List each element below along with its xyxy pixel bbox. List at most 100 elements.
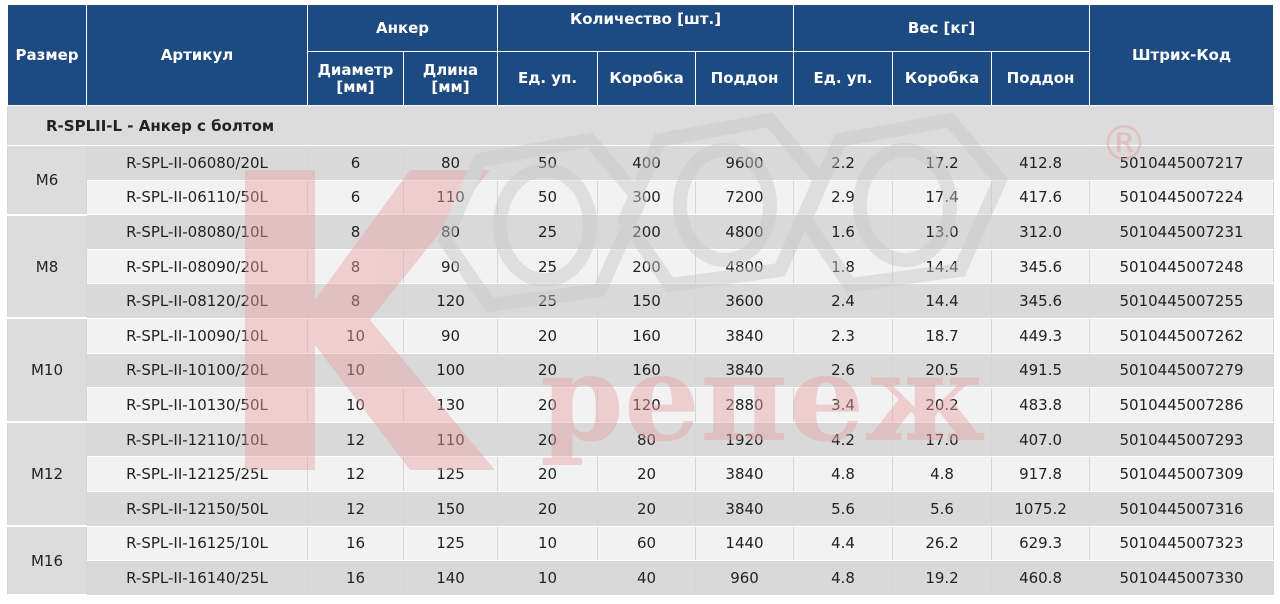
table-header: Размер Артикул Анкер Количество [шт.] Ве… (7, 4, 1275, 106)
product-table: Размер Артикул Анкер Количество [шт.] Ве… (6, 4, 1275, 597)
weight-unit-pack-cell: 1.6 (793, 214, 894, 250)
article-cell: R-SPL-II-12125/25L (86, 456, 308, 492)
article-cell: R-SPL-II-08090/20L (86, 249, 308, 285)
length-cell: 125 (402, 456, 499, 492)
header-qty-unit-pack: Ед. уп. (497, 51, 599, 106)
weight-pallet-cell: 417.6 (991, 180, 1091, 216)
qty-unit-pack-cell: 20 (497, 456, 599, 492)
diameter-cell: 6 (307, 180, 404, 216)
barcode-cell: 5010445007323 (1089, 526, 1275, 562)
qty-unit-pack-cell: 50 (497, 180, 599, 216)
header-weight: Вес [кг] (793, 4, 1091, 52)
weight-box-cell: 4.8 (892, 456, 993, 492)
barcode-cell: 5010445007316 (1089, 491, 1275, 527)
barcode-cell: 5010445007309 (1089, 456, 1275, 492)
weight-unit-pack-cell: 1.8 (793, 249, 894, 285)
size-cell: M10 (7, 318, 87, 424)
weight-box-cell: 5.6 (892, 491, 993, 527)
qty-box-cell: 20 (597, 491, 697, 527)
table-row: M10 R-SPL-II-10090/10L 10 90 20 160 3840 2.3 18.… (7, 318, 1275, 424)
weight-box-cell: 20.5 (892, 353, 993, 389)
weight-box-cell: 17.4 (892, 180, 993, 216)
qty-pallet-cell: 3600 (695, 283, 795, 319)
qty-pallet-cell: 2880 (695, 387, 795, 423)
weight-pallet-cell: 345.6 (991, 283, 1091, 319)
table-row: M16 R-SPL-II-16125/10L 16 125 10 60 1440 4.4 26.… (7, 526, 1275, 597)
weight-unit-pack-cell: 4.2 (793, 422, 894, 458)
weight-unit-pack-cell: 3.4 (793, 387, 894, 423)
weight-pallet-cell: 449.3 (991, 318, 1091, 354)
qty-pallet-cell: 4800 (695, 249, 795, 285)
weight-box-cell: 26.2 (892, 526, 993, 562)
header-barcode: Штрих-Код (1089, 4, 1275, 106)
weight-unit-pack-cell: 4.8 (793, 456, 894, 492)
length-cell: 90 (402, 318, 499, 354)
qty-pallet-cell: 3840 (695, 491, 795, 527)
barcode-cell: 5010445007217 (1089, 145, 1275, 181)
weight-unit-pack-cell: 2.4 (793, 283, 894, 319)
header-weight-box: Коробка (892, 51, 993, 106)
weight-pallet-cell: 312.0 (991, 214, 1091, 250)
weight-unit-pack-cell: 4.4 (793, 526, 894, 562)
table-row: R-SPL-II-08090/20L 8 90 25 200 4800 1.8 14.4 345… (8, 249, 1275, 285)
header-qty-pallet: Поддон (695, 51, 795, 106)
qty-unit-pack-cell: 20 (497, 491, 599, 527)
size-cell: M12 (7, 422, 87, 528)
article-cell: R-SPL-II-08120/20L (86, 283, 308, 319)
header-length: Длина [мм] (402, 51, 499, 106)
qty-pallet-cell: 4800 (695, 214, 795, 250)
weight-box-cell: 13.0 (892, 214, 993, 250)
qty-box-cell: 300 (597, 180, 697, 216)
weight-box-cell: 17.0 (892, 422, 993, 458)
diameter-cell: 6 (307, 145, 404, 181)
qty-box-cell: 400 (597, 145, 697, 181)
section-title: R-SPLII-L - Анкер с болтом (6, 105, 1275, 146)
weight-box-cell: 19.2 (892, 560, 993, 596)
article-cell: R-SPL-II-16140/25L (86, 560, 308, 596)
qty-box-cell: 160 (597, 353, 697, 389)
qty-box-cell: 20 (597, 456, 697, 492)
barcode-cell: 5010445007231 (1089, 214, 1275, 250)
article-cell: R-SPL-II-12150/50L (86, 491, 308, 527)
qty-unit-pack-cell: 50 (497, 145, 599, 181)
length-cell: 125 (402, 526, 499, 562)
table-row: R-SPL-II-10100/20L 10 100 20 160 3840 2.6 20.5 4… (8, 353, 1275, 389)
qty-unit-pack-cell: 25 (497, 214, 599, 250)
article-cell: R-SPL-II-08080/10L (86, 214, 308, 250)
length-cell: 110 (402, 180, 499, 216)
barcode-cell: 5010445007293 (1089, 422, 1275, 458)
diameter-cell: 8 (307, 249, 404, 285)
barcode-cell: 5010445007330 (1089, 560, 1275, 596)
header-quantity: Количество [шт.] (497, 4, 795, 52)
length-cell: 130 (402, 387, 499, 423)
qty-unit-pack-cell: 20 (497, 318, 599, 354)
weight-unit-pack-cell: 5.6 (793, 491, 894, 527)
header-qty-box: Коробка (597, 51, 697, 106)
qty-pallet-cell: 3840 (695, 318, 795, 354)
diameter-cell: 12 (307, 456, 404, 492)
qty-unit-pack-cell: 20 (497, 422, 599, 458)
diameter-cell: 10 (307, 387, 404, 423)
length-cell: 80 (402, 145, 499, 181)
qty-unit-pack-cell: 10 (497, 526, 599, 562)
header-article: Артикул (86, 4, 308, 106)
barcode-cell: 5010445007262 (1089, 318, 1275, 354)
weight-box-cell: 18.7 (892, 318, 993, 354)
header-diameter: Диаметр [мм] (307, 51, 404, 106)
article-cell: R-SPL-II-16125/10L (86, 526, 308, 562)
table-row: R-SPL-II-10130/50L 10 130 20 120 2880 3.4 20.2 4… (8, 387, 1275, 423)
diameter-cell: 10 (307, 318, 404, 354)
weight-pallet-cell: 1075.2 (991, 491, 1091, 527)
length-cell: 100 (402, 353, 499, 389)
diameter-cell: 8 (307, 214, 404, 250)
table-row: R-SPL-II-08120/20L 8 120 25 150 3600 2.4 14.4 34… (8, 283, 1275, 319)
qty-unit-pack-cell: 25 (497, 249, 599, 285)
barcode-cell: 5010445007255 (1089, 283, 1275, 319)
weight-unit-pack-cell: 2.2 (793, 145, 894, 181)
qty-pallet-cell: 1920 (695, 422, 795, 458)
qty-box-cell: 200 (597, 249, 697, 285)
article-cell: R-SPL-II-10130/50L (86, 387, 308, 423)
weight-box-cell: 14.4 (892, 249, 993, 285)
weight-unit-pack-cell: 2.6 (793, 353, 894, 389)
weight-pallet-cell: 483.8 (991, 387, 1091, 423)
